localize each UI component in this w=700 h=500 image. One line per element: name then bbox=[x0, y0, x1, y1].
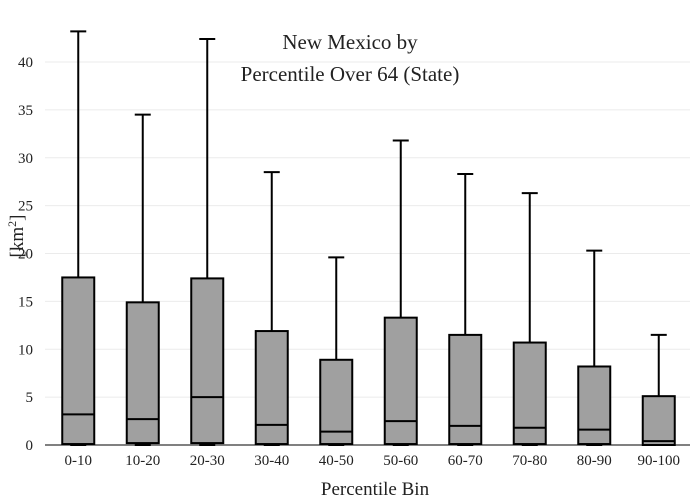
y-axis-label-close: ] bbox=[7, 215, 28, 221]
y-tick-labels: 0 5 10 15 20 25 30 35 40 bbox=[18, 55, 33, 454]
box-body bbox=[319, 358, 354, 446]
x-tick-label: 60-70 bbox=[448, 453, 483, 469]
x-tick-labels: 0-10 10-20 20-30 30-40 40-50 50-60 60-70 70-80 8… bbox=[65, 453, 681, 469]
box-body bbox=[190, 277, 225, 445]
box-40-50 bbox=[319, 256, 354, 446]
box-0-10 bbox=[61, 30, 96, 446]
chart-title-line-1: New Mexico by bbox=[282, 30, 418, 54]
y-tick-label: 35 bbox=[18, 103, 33, 119]
box-30-40 bbox=[254, 171, 289, 446]
y-tick-label: 10 bbox=[18, 342, 33, 358]
x-tick-label: 80-90 bbox=[577, 453, 612, 469]
y-tick-label: 40 bbox=[18, 55, 33, 71]
x-axis-label: Percentile Bin bbox=[321, 479, 430, 500]
box-body bbox=[61, 276, 96, 446]
y-axis-label-base: [km bbox=[7, 227, 28, 258]
y-tick-label: 15 bbox=[18, 294, 33, 310]
y-tick-label: 25 bbox=[18, 199, 33, 215]
y-tick-label: 0 bbox=[26, 438, 34, 454]
x-tick-label: 10-20 bbox=[125, 453, 160, 469]
box-body bbox=[254, 330, 289, 446]
y-tick-label: 5 bbox=[26, 390, 34, 406]
box-70-80 bbox=[512, 192, 547, 446]
box-80-90 bbox=[577, 249, 612, 446]
x-tick-label: 0-10 bbox=[65, 453, 93, 469]
box-20-30 bbox=[190, 38, 225, 446]
chart-title-line-2: Percentile Over 64 (State) bbox=[241, 62, 460, 86]
box-body bbox=[512, 341, 547, 446]
box-body bbox=[448, 333, 483, 446]
box-body bbox=[383, 316, 418, 446]
box-body bbox=[577, 365, 612, 446]
box-60-70 bbox=[448, 173, 483, 446]
x-tick-label: 70-80 bbox=[512, 453, 547, 469]
x-tick-label: 50-60 bbox=[383, 453, 418, 469]
x-tick-label: 90-100 bbox=[638, 453, 681, 469]
y-axis-label: [km2] bbox=[5, 215, 28, 258]
box-10-20 bbox=[125, 113, 160, 446]
box-90-100 bbox=[641, 333, 676, 447]
box-body bbox=[125, 301, 160, 445]
y-axis-label-superscript: 2 bbox=[5, 221, 19, 227]
y-tick-label: 30 bbox=[18, 151, 33, 167]
y-tick-label: 20 bbox=[18, 247, 33, 263]
x-tick-label: 30-40 bbox=[254, 453, 289, 469]
x-tick-label: 40-50 bbox=[319, 453, 354, 469]
box-series bbox=[61, 30, 676, 447]
box-body bbox=[641, 395, 676, 447]
x-tick-label: 20-30 bbox=[190, 453, 225, 469]
box-50-60 bbox=[383, 139, 418, 446]
